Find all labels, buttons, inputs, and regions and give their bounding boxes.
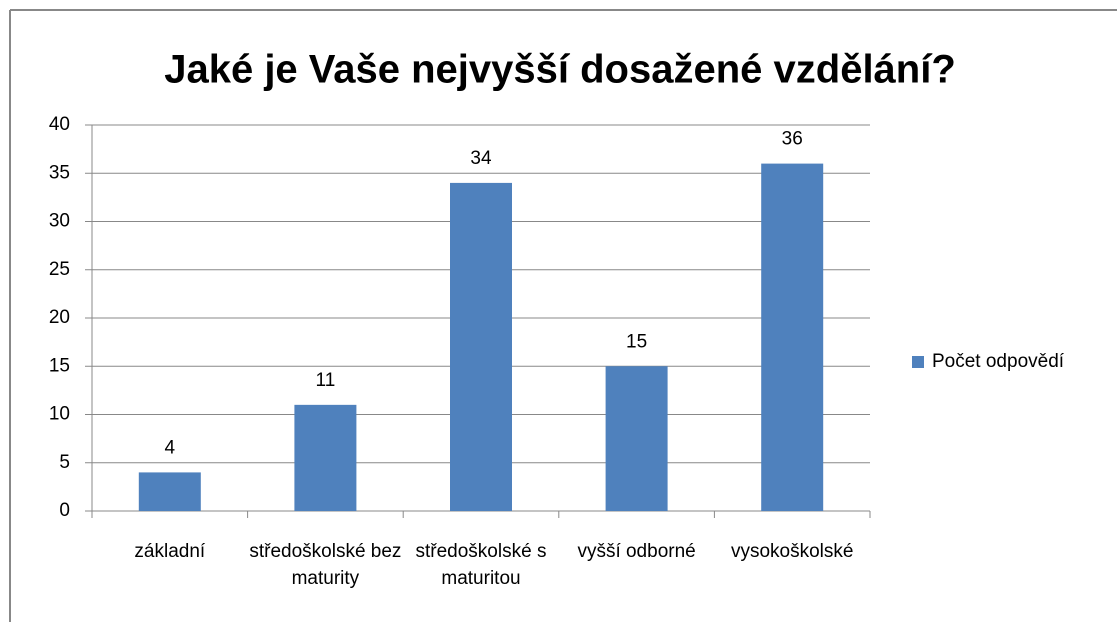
y-tick-label: 40: [49, 114, 70, 135]
y-tick-label: 15: [49, 355, 70, 376]
y-tick-label: 10: [49, 404, 70, 425]
y-tick-label: 35: [49, 162, 70, 183]
bar: [761, 163, 824, 511]
data-label: 36: [782, 129, 803, 150]
x-tick-label: středoškolské bez maturity: [249, 541, 402, 589]
data-label: 4: [165, 437, 176, 458]
bar: [450, 182, 512, 511]
legend-label: Počet odpovědí: [932, 351, 1065, 372]
legend-swatch: [912, 356, 924, 368]
data-label: 11: [316, 370, 336, 391]
x-tick-label: středoškolské s maturitou: [415, 541, 547, 589]
x-tick-label: vysokoškolské: [730, 541, 854, 562]
x-tick-label: základní: [134, 541, 206, 562]
y-tick-label: 5: [59, 452, 70, 473]
bar: [138, 472, 201, 511]
x-tick-label: vyšší odborné: [577, 541, 696, 562]
y-tick-label: 20: [49, 307, 70, 328]
y-tick-label: 25: [49, 259, 70, 280]
y-tick-label: 30: [49, 211, 70, 232]
data-label: 34: [470, 148, 492, 169]
y-tick-label: 0: [59, 500, 70, 521]
data-label: 15: [626, 331, 647, 352]
bar: [294, 404, 357, 511]
chart-title: Jaké je Vaše nejvyšší dosažené vzdělání?: [164, 48, 956, 92]
bar: [605, 366, 668, 511]
